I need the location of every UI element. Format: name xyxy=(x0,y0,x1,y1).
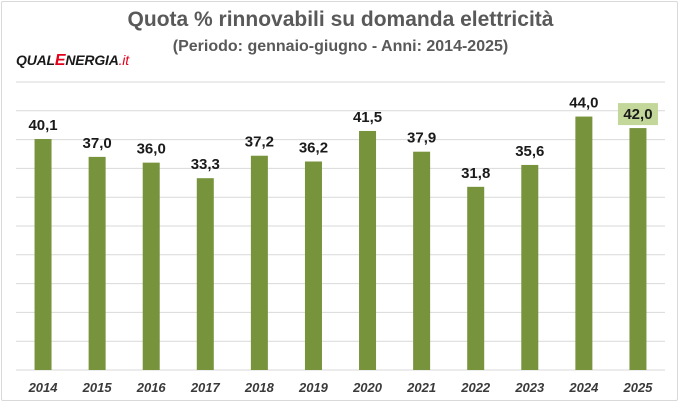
bar-2014 xyxy=(34,139,52,370)
chart-subtitle: (Periodo: gennaio-giugno - Anni: 2014-20… xyxy=(172,38,509,55)
x-tick-label-2022: 2022 xyxy=(460,380,491,395)
data-label-2022: 31,8 xyxy=(461,165,490,182)
data-label-2025: 42,0 xyxy=(623,106,652,123)
data-label-2017: 33,3 xyxy=(191,156,220,173)
x-tick-label-2019: 2019 xyxy=(298,380,329,395)
logo-part-nergia: NERGIA xyxy=(65,52,119,68)
bar-2018 xyxy=(250,155,268,370)
bar-2021 xyxy=(413,151,431,370)
x-tick-label-2024: 2024 xyxy=(568,380,599,395)
data-label-2023: 35,6 xyxy=(515,143,544,160)
x-tick-label-2015: 2015 xyxy=(82,380,113,395)
logo-part-it: .it xyxy=(118,52,130,68)
data-label-2024: 44,0 xyxy=(569,95,598,112)
data-label-2018: 37,2 xyxy=(245,134,274,151)
data-label-2019: 36,2 xyxy=(299,139,328,156)
bar-2020 xyxy=(359,130,377,370)
bar-2022 xyxy=(467,186,485,370)
logo-part-qual: QUAL xyxy=(16,52,55,68)
data-label-2021: 37,9 xyxy=(407,130,436,147)
chart-title: Quota % rinnovabili su domanda elettrici… xyxy=(127,8,554,31)
bar-2015 xyxy=(88,156,106,370)
bar-2016 xyxy=(142,162,160,370)
qualenergia-logo: QUALENERGIA.it xyxy=(16,52,129,70)
gridlines xyxy=(16,81,665,371)
bar-2019 xyxy=(304,161,322,370)
x-tick-label-2020: 2020 xyxy=(352,380,383,395)
data-label-2014: 40,1 xyxy=(28,117,57,134)
x-tick-label-2017: 2017 xyxy=(190,380,221,395)
x-tick-label-2021: 2021 xyxy=(406,380,436,395)
bar-2025 xyxy=(629,128,647,370)
x-tick-label-2018: 2018 xyxy=(244,380,275,395)
bars: 40,1 2014 37,0 2015 36,0 2016 33,3 2017 37,2 2018… xyxy=(28,95,658,395)
bar-2023 xyxy=(521,164,539,370)
logo-part-e: E xyxy=(54,52,66,69)
x-tick-label-2014: 2014 xyxy=(28,380,59,395)
data-label-2020: 41,5 xyxy=(353,109,382,126)
x-tick-label-2016: 2016 xyxy=(136,380,167,395)
data-label-2015: 37,0 xyxy=(83,135,112,152)
x-tick-label-2025: 2025 xyxy=(622,380,653,395)
highlight-label-background xyxy=(617,103,658,126)
bar-2024 xyxy=(575,116,593,370)
data-label-2016: 36,0 xyxy=(137,141,166,158)
bar-2017 xyxy=(196,178,214,370)
x-tick-label-2023: 2023 xyxy=(514,380,545,395)
